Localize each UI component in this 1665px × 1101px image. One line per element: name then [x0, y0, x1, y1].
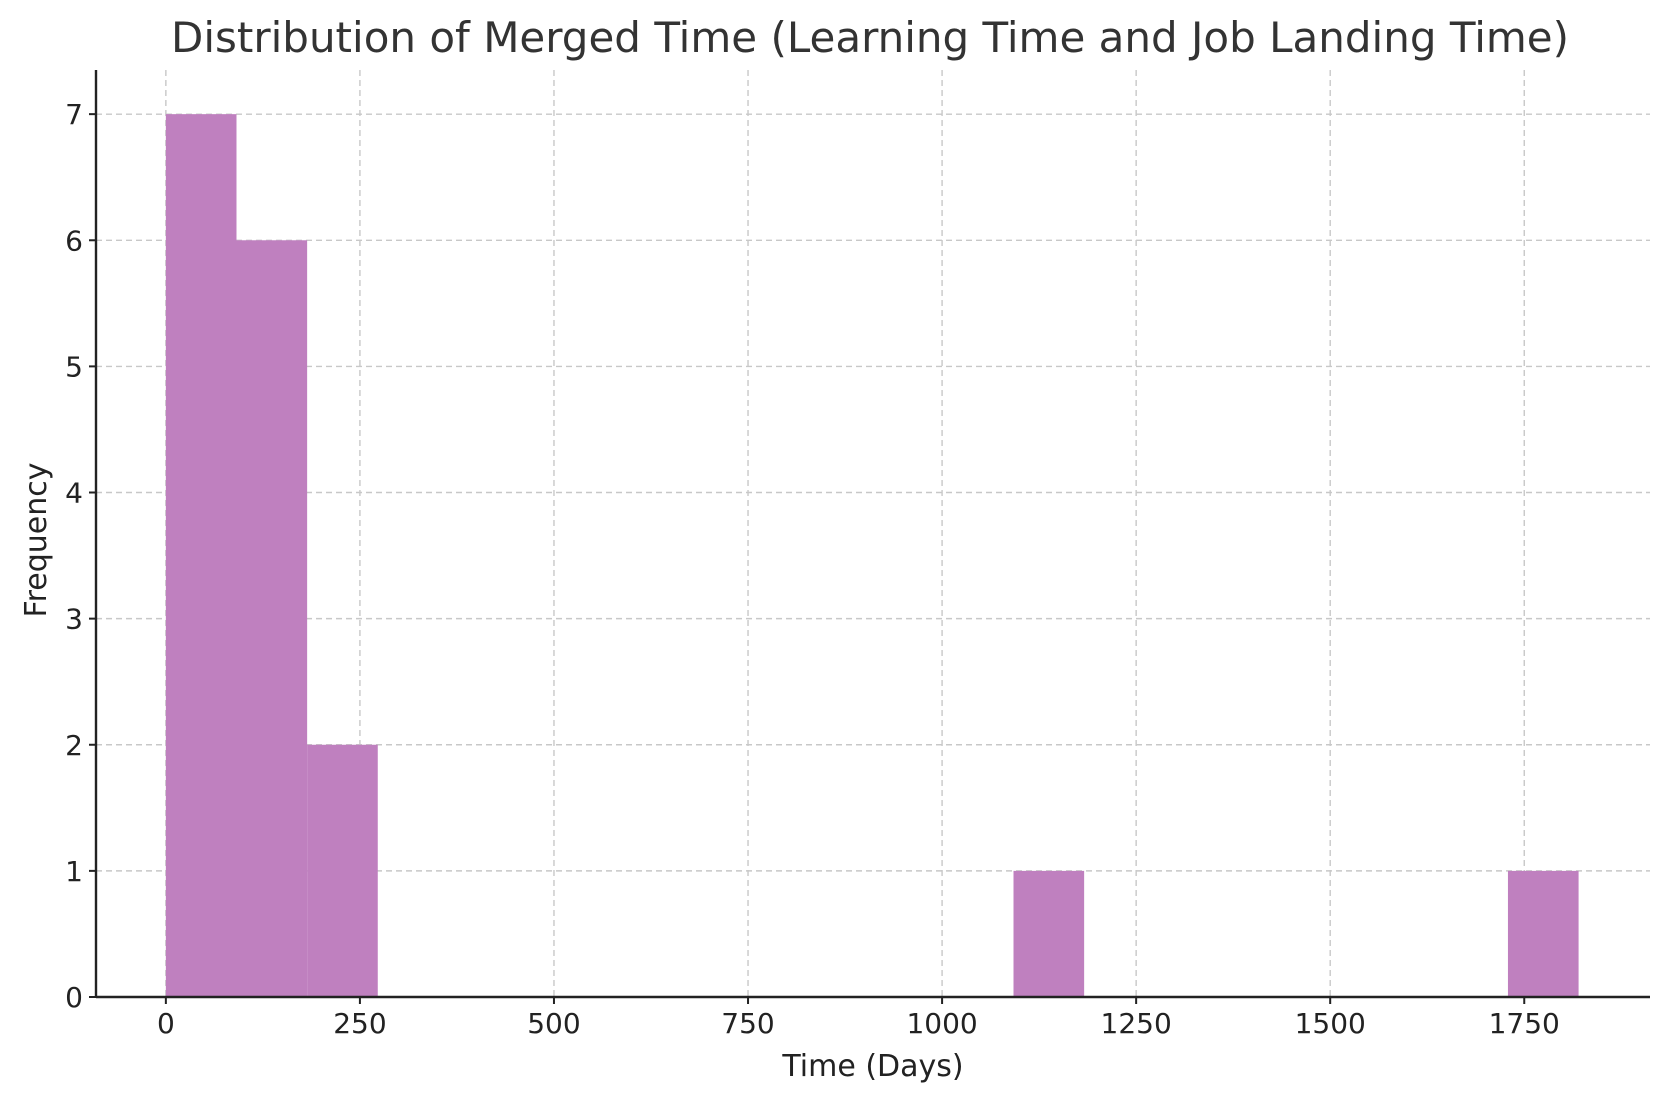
y-axis-label: Frequency [19, 463, 54, 618]
y-tick-label: 0 [65, 981, 83, 1014]
y-tick-label: 2 [65, 729, 83, 762]
y-tick-label: 4 [65, 477, 83, 510]
histogram-bar [1507, 870, 1579, 997]
x-tick-label: 0 [157, 1007, 175, 1040]
chart-title: Distribution of Merged Time (Learning Ti… [171, 13, 1569, 62]
y-tick-label: 3 [65, 603, 83, 636]
y-tick-label: 6 [65, 224, 83, 257]
axes [89, 70, 1650, 1004]
x-tick-label: 750 [721, 1007, 774, 1040]
y-tick-label: 5 [65, 350, 83, 383]
x-tick-label: 1000 [906, 1007, 977, 1040]
histogram-bar [1013, 870, 1085, 997]
tick-labels: 0 250 500 750 1000 1250 1500 1750 0 1 2 3 4 5 6 7 [65, 98, 1560, 1040]
histogram-bar [165, 114, 237, 997]
y-tick-label: 1 [65, 855, 83, 888]
x-tick-label: 1750 [1489, 1007, 1560, 1040]
histogram-bar [307, 744, 378, 997]
x-tick-label: 1500 [1295, 1007, 1366, 1040]
x-axis-label: Time (Days) [781, 1049, 963, 1084]
histogram-bars [165, 114, 1579, 997]
histogram-bar [236, 240, 308, 997]
x-tick-label: 500 [527, 1007, 580, 1040]
x-tick-label: 1250 [1101, 1007, 1172, 1040]
grid-lines [96, 70, 1650, 997]
y-tick-label: 7 [65, 98, 83, 131]
x-tick-label: 250 [333, 1007, 386, 1040]
